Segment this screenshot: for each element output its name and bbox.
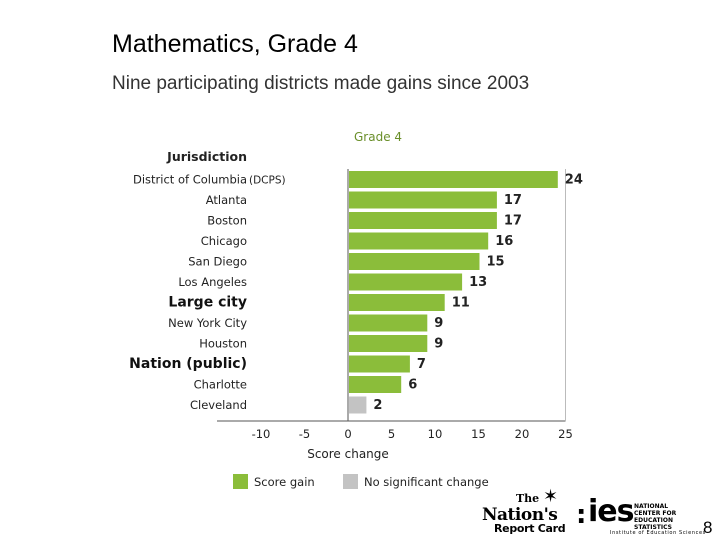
bar xyxy=(349,355,410,373)
legend-label: Score gain xyxy=(254,475,315,489)
nrc-logo-the: The xyxy=(516,492,540,505)
bar-value-label: 17 xyxy=(504,193,522,208)
legend-label: No significant change xyxy=(364,475,489,489)
category-label: Charlotte xyxy=(194,378,247,392)
x-tick-label: 0 xyxy=(344,427,351,441)
category-label: Large city xyxy=(168,295,247,311)
bar xyxy=(349,191,497,209)
bar xyxy=(349,212,497,229)
x-tick-label: 25 xyxy=(558,427,573,441)
page-subtitle: Nine participating districts made gains … xyxy=(112,73,530,94)
bar-value-label: 9 xyxy=(434,337,443,352)
x-tick-label: 15 xyxy=(471,427,486,441)
nrc-logo-sub: Report Card xyxy=(494,522,566,535)
chart-title: Grade 4 xyxy=(354,130,403,144)
ies-logo-dots: : xyxy=(576,500,587,530)
bar xyxy=(349,171,558,188)
bar xyxy=(349,396,367,414)
bar-value-label: 13 xyxy=(469,275,487,290)
category-label: Los Angeles xyxy=(178,275,247,289)
category-header: Jurisdiction xyxy=(166,149,247,164)
bar-value-label: 11 xyxy=(452,296,470,311)
bar-value-label: 17 xyxy=(504,214,522,229)
bar xyxy=(349,253,480,270)
score-change-bar-chart: Jurisdiction 24 District of Columbia (DCPS)… xyxy=(129,149,583,489)
bar xyxy=(349,294,445,311)
legend-swatch-gain xyxy=(233,474,248,489)
bar xyxy=(349,335,428,352)
ies-nces-text: NATIONAL CENTER FOR EDUCATION STATISTICS xyxy=(634,503,677,531)
ies-logo: ies xyxy=(588,494,634,529)
ies-institute-text: Institute of Education Sciences xyxy=(610,530,706,536)
bar-value-label: 16 xyxy=(495,234,513,249)
category-label: Boston xyxy=(207,214,247,228)
category-label-suffix: (DCPS) xyxy=(249,175,286,187)
x-tick-label: 5 xyxy=(388,427,395,441)
bar xyxy=(349,314,428,332)
category-label: Cleveland xyxy=(190,398,247,412)
category-label: Chicago xyxy=(201,234,247,248)
x-tick-label: 20 xyxy=(515,427,530,441)
category-label: San Diego xyxy=(188,255,247,269)
x-axis-label: Score change xyxy=(307,447,389,461)
bar xyxy=(349,376,402,393)
bar xyxy=(349,273,463,291)
bar-value-label: 6 xyxy=(408,378,417,393)
bar-value-label: 24 xyxy=(565,173,583,188)
nrc-logo-main: Nation's xyxy=(482,505,558,525)
bar-value-label: 15 xyxy=(487,255,505,270)
page-number: 8 xyxy=(703,518,713,537)
bar xyxy=(349,232,489,250)
category-label: District of Columbia xyxy=(133,173,247,187)
legend-swatch-no-change xyxy=(343,474,358,489)
category-label: Nation (public) xyxy=(129,356,247,372)
category-label: Atlanta xyxy=(206,193,247,207)
star-icon: ✶ xyxy=(543,486,559,506)
x-tick-label: 10 xyxy=(428,427,443,441)
x-tick-label: -10 xyxy=(252,427,271,441)
x-tick-label: -5 xyxy=(299,427,310,441)
category-label: New York City xyxy=(168,316,247,330)
bar-value-label: 7 xyxy=(417,357,426,372)
page-title: Mathematics, Grade 4 xyxy=(112,30,358,58)
bar-value-label: 2 xyxy=(373,398,382,413)
category-label: Houston xyxy=(199,337,247,351)
bar-value-label: 9 xyxy=(434,316,443,331)
